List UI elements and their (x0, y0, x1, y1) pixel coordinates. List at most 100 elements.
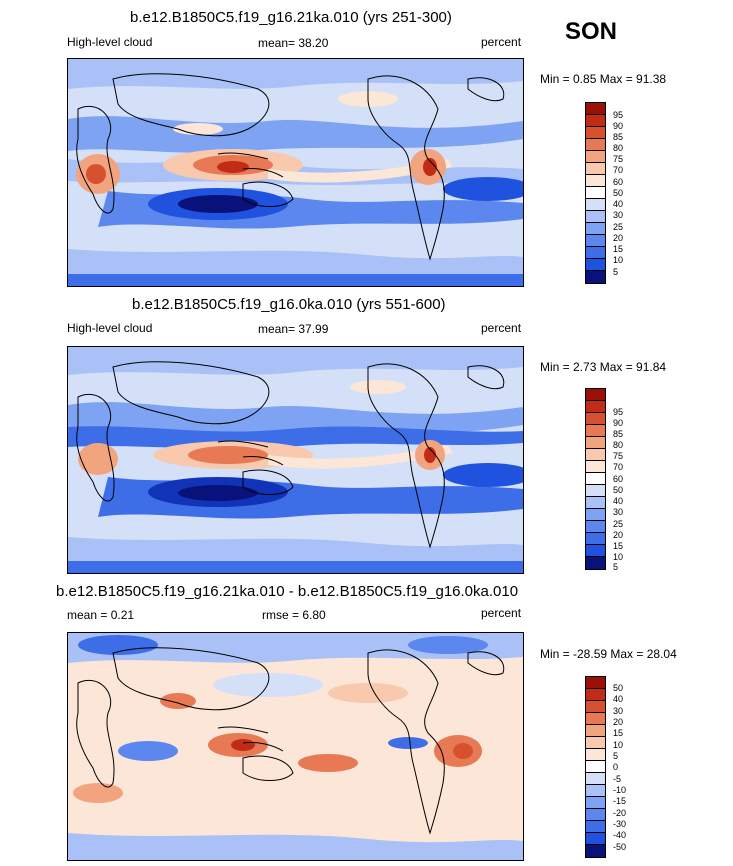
colorbar-swatch (586, 677, 605, 689)
panel-3-map-svg (68, 633, 523, 860)
colorbar-tick: 15 (613, 728, 624, 738)
colorbar-swatch (586, 437, 605, 449)
colorbar-tick: 10 (613, 255, 624, 265)
panel-1-variable-label: High-level cloud (67, 35, 153, 49)
south-atlantic-low (443, 463, 523, 487)
colorbar-swatch (586, 545, 605, 557)
colorbar-tick: 75 (613, 451, 624, 461)
colorbar-tick: -20 (613, 808, 627, 818)
coastlines (76, 73, 505, 261)
colorbar-swatch (586, 485, 605, 497)
south-pacific-positive (298, 754, 358, 772)
trade-band (68, 426, 523, 449)
panel-1-mean-label: mean= 38.20 (258, 36, 329, 50)
colorbar-tick: 80 (613, 440, 624, 450)
south-america-high-core (423, 158, 437, 176)
itcz-pacific (268, 445, 453, 469)
colorbar-tick: 70 (613, 165, 624, 175)
colorbar-tick: 20 (613, 530, 624, 540)
panel-2-map-svg (68, 347, 523, 573)
colorbar-swatch (586, 271, 605, 283)
south-america-max (453, 743, 473, 759)
colorbar-swatch (586, 821, 605, 833)
asia-positive (160, 693, 196, 709)
colorbar-tick: 90 (613, 121, 624, 131)
colorbar-tick: 10 (613, 740, 624, 750)
panel-1-map-svg (68, 59, 523, 286)
colorbar-tick: 75 (613, 154, 624, 164)
colorbar-swatch (586, 761, 605, 773)
colorbar-swatch (586, 713, 605, 725)
arctic-diff-core (78, 635, 158, 655)
south-africa-positive (73, 783, 123, 803)
colorbar-swatch (586, 259, 605, 271)
colorbar-tick: -40 (613, 830, 627, 840)
colorbar-tick: 50 (613, 683, 624, 693)
africa-high (78, 443, 118, 475)
panel-1-units-label: percent (481, 35, 522, 49)
colorbar-swatch (586, 809, 605, 821)
panel-3-units-label: percent (481, 606, 522, 620)
colorbar-tick: 95 (613, 407, 624, 417)
colorbar-swatch (586, 223, 605, 235)
coastlines (76, 647, 505, 835)
panel-3-colorbar (585, 676, 606, 858)
colorbar-tick: 60 (613, 474, 624, 484)
panel-3-mean-label: mean = 0.21 (67, 608, 135, 622)
colorbar-tick: 50 (613, 188, 624, 198)
colorbar-tick: 5 (613, 267, 619, 277)
colorbar-tick: 70 (613, 462, 624, 472)
colorbar-tick: 40 (613, 496, 624, 506)
colorbar-swatch (586, 689, 605, 701)
colorbar-tick: 40 (613, 199, 624, 209)
antarctic-band (68, 561, 523, 573)
colorbar-swatch (586, 497, 605, 509)
colorbar-swatch (586, 797, 605, 809)
itcz-pacific (268, 159, 453, 183)
panel-3-minmax-label: Min = -28.59 Max = 28.04 (540, 647, 677, 661)
season-label: SON (565, 18, 618, 45)
colorbar-swatch (586, 247, 605, 259)
panel-2-minmax-label: Min = 2.73 Max = 91.84 (540, 360, 667, 374)
colorbar-tick: 25 (613, 519, 624, 529)
east-pacific-negative (388, 737, 428, 749)
colorbar-swatch (586, 785, 605, 797)
colorbar-tick: 0 (613, 762, 619, 772)
south-atlantic-low (443, 177, 523, 201)
southern-ocean-diff (68, 833, 523, 860)
colorbar-tick: -5 (613, 774, 622, 784)
panel-2-mean-label: mean= 37.99 (258, 322, 329, 336)
panel-1-map (67, 58, 524, 287)
colorbar-tick: 80 (613, 143, 624, 153)
antarctic-band (68, 274, 523, 286)
colorbar-swatch (586, 103, 605, 115)
north-america-positive (328, 683, 408, 703)
africa-high-core (86, 164, 106, 184)
colorbar-swatch (586, 521, 605, 533)
colorbar-swatch (586, 845, 605, 857)
colorbar-swatch (586, 151, 605, 163)
colorbar-swatch (586, 139, 605, 151)
colorbar-swatch (586, 833, 605, 845)
pacific-negative (213, 673, 323, 697)
colorbar-swatch (586, 413, 605, 425)
colorbar-swatch (586, 175, 605, 187)
colorbar-tick: 10 (613, 552, 624, 562)
colorbar-swatch (586, 425, 605, 437)
colorbar-swatch (586, 749, 605, 761)
colorbar-swatch (586, 533, 605, 545)
colorbar-swatch (586, 401, 605, 413)
colorbar-tick: 85 (613, 429, 624, 439)
maritime-continent-max (231, 739, 255, 751)
colorbar-swatch (586, 773, 605, 785)
colorbar-swatch (586, 211, 605, 223)
indian-ocean-low-core (178, 195, 258, 213)
panel-2-variable-label: High-level cloud (67, 321, 153, 335)
colorbar-swatch (586, 127, 605, 139)
panel-1-colorbar (585, 102, 606, 284)
colorbar-tick: 5 (613, 751, 619, 761)
colorbar-swatch (586, 235, 605, 247)
asia-high (173, 123, 223, 135)
arctic-band (68, 59, 523, 89)
colorbar-swatch (586, 725, 605, 737)
